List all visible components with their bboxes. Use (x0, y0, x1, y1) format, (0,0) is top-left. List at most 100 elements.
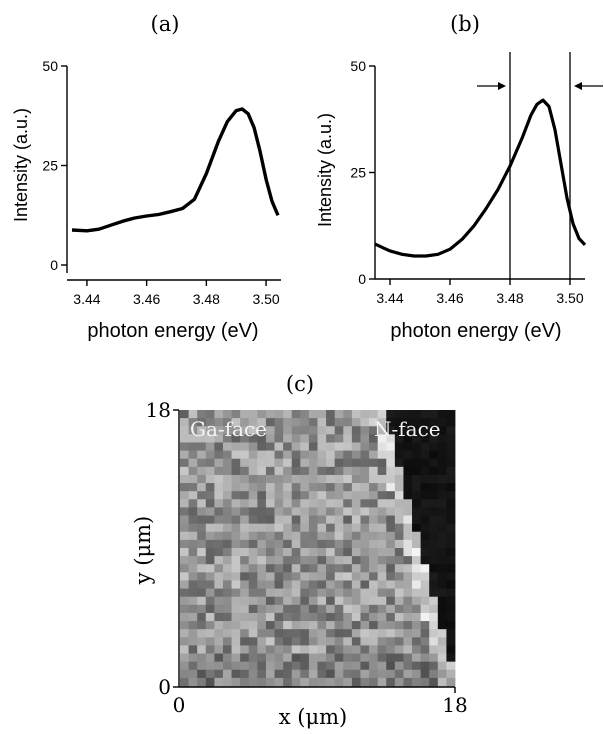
heatmap-cell (403, 539, 413, 549)
heatmap-cell (446, 507, 456, 516)
heatmap-cell (222, 507, 232, 516)
heatmap-cell (308, 564, 318, 573)
heatmap-cell (265, 564, 275, 573)
heatmap-cell (420, 580, 430, 589)
heatmap-cell (265, 466, 275, 476)
heatmap-cell (300, 645, 310, 654)
heatmap-cell (343, 621, 353, 630)
arrow-head (574, 82, 582, 90)
heatmap-cell (257, 596, 267, 606)
heatmap-cell (291, 548, 301, 557)
heatmap-cell (291, 596, 301, 606)
heatmap-cell (308, 458, 318, 468)
heatmap-cell (197, 458, 207, 468)
heatmap-cell (291, 491, 301, 500)
heatmap-cell (265, 629, 275, 638)
heatmap-cell (274, 539, 284, 549)
heatmap-cell (283, 661, 293, 671)
heatmap-cell (403, 612, 413, 622)
x-tick-label: 3.44 (73, 291, 100, 307)
heatmap-cell (412, 596, 422, 606)
heatmap-cell (180, 677, 189, 687)
heatmap-cell (214, 572, 224, 581)
heatmap-cell (257, 677, 267, 687)
heatmap-cell (180, 669, 189, 679)
heatmap-cell (180, 604, 189, 614)
heatmap-cell (197, 629, 207, 638)
heatmap-cell (420, 499, 430, 508)
heatmap-cell (231, 434, 241, 443)
heatmap-cell (274, 434, 284, 443)
heatmap-cell (429, 450, 439, 460)
heatmap-cell (205, 491, 215, 500)
heatmap-cell (248, 612, 258, 622)
heatmap-cell (265, 539, 275, 549)
heatmap-cell (265, 418, 275, 427)
heatmap-cell (326, 572, 336, 581)
heatmap-cell (369, 450, 379, 460)
heatmap-cell (343, 410, 353, 419)
heatmap-cell (429, 661, 439, 671)
heatmap-cell (300, 629, 310, 638)
heatmap-cell (437, 604, 447, 614)
heatmap-cell (188, 548, 198, 557)
heatmap-cell (437, 499, 447, 508)
heatmap-cell (429, 653, 439, 663)
heatmap-cell (334, 410, 344, 419)
heatmap-cell (403, 531, 413, 541)
heatmap-cell (377, 483, 387, 492)
heatmap-cell (214, 653, 224, 663)
heatmap-cell (180, 637, 189, 646)
heatmap-cell (291, 466, 301, 476)
heatmap-cell (403, 629, 413, 638)
heatmap-cell (369, 466, 379, 476)
heatmap-cell (248, 499, 258, 508)
heatmap-cell (403, 556, 413, 565)
heatmap-cell (317, 507, 327, 516)
heatmap-cell (420, 588, 430, 598)
heatmap-cell (343, 458, 353, 468)
heatmap-cell (188, 612, 198, 622)
panel-b-series-line (374, 98, 587, 258)
heatmap-cell (429, 442, 439, 451)
heatmap-cell (308, 604, 318, 614)
heatmap-cell (283, 442, 293, 451)
heatmap-cell (180, 450, 189, 460)
heatmap-cell (420, 621, 430, 630)
heatmap-cell (308, 499, 318, 508)
heatmap-cell (205, 637, 215, 646)
heatmap-cell (326, 450, 336, 460)
heatmap-cell (334, 507, 344, 516)
heatmap-cell (437, 612, 447, 622)
heatmap-cell (222, 418, 232, 427)
heatmap-cell (291, 410, 301, 419)
x-tick-label: 3.48 (496, 290, 523, 306)
heatmap-cell (231, 556, 241, 565)
heatmap-cell (248, 523, 258, 533)
heatmap-cell (429, 588, 439, 598)
heatmap-cell (326, 588, 336, 598)
x-tick-label: 3.46 (436, 290, 463, 306)
heatmap-cell (377, 531, 387, 541)
heatmap-cell (403, 410, 413, 419)
heatmap-cell (205, 669, 215, 679)
heatmap-cell (412, 531, 422, 541)
heatmap-cell (403, 637, 413, 646)
heatmap-cell (222, 426, 232, 435)
heatmap-cell (291, 531, 301, 541)
heatmap-cell (222, 669, 232, 679)
heatmap-cell (231, 645, 241, 654)
heatmap-cell (274, 580, 284, 589)
heatmap-cell (240, 483, 250, 492)
heatmap-cell (240, 418, 250, 427)
heatmap-cell (369, 653, 379, 663)
heatmap-cell (386, 466, 396, 476)
heatmap-cell (248, 410, 258, 419)
heatmap-cell (274, 410, 284, 419)
heatmap-cell (248, 491, 258, 500)
heatmap-cell (420, 539, 430, 549)
heatmap-cell (274, 596, 284, 606)
heatmap-cell (197, 661, 207, 671)
heatmap-cell (446, 466, 456, 476)
heatmap-cell (420, 523, 430, 533)
